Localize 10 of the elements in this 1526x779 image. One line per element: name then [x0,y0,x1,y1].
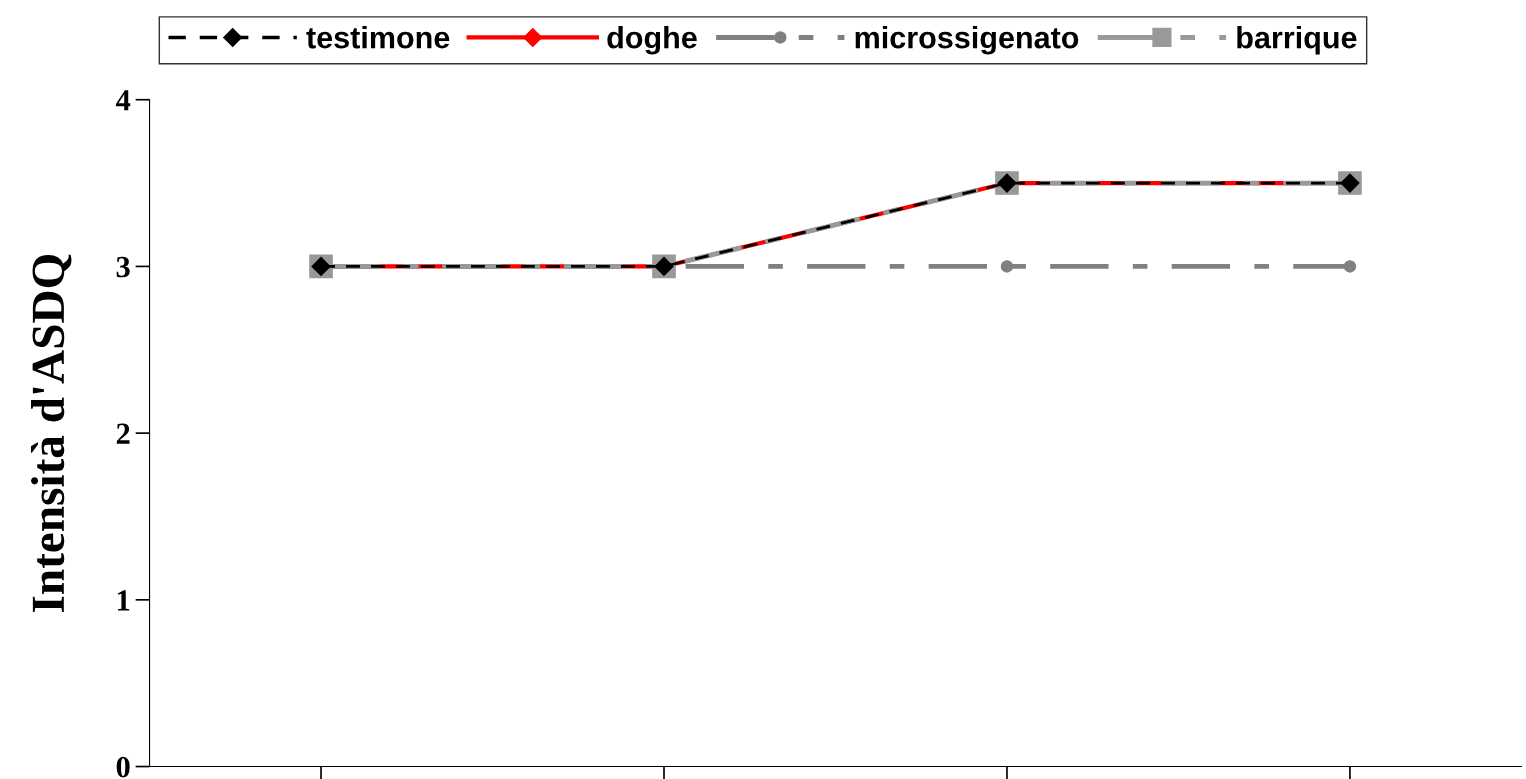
legend-label: testimone [306,26,450,49]
legend-label: doghe [607,26,697,55]
y-tick-label: 4 [115,90,131,111]
legend-label: microssigenato [855,26,1079,55]
y-tick-label: 2 [116,423,130,444]
y-axis-title: Intensità d'ASDQ [30,254,72,612]
legend-label: barrique [1237,26,1357,55]
y-tick-label: 3 [116,256,130,278]
y-tick-label: 0 [116,756,130,778]
y-tick-label: 1 [117,590,130,611]
